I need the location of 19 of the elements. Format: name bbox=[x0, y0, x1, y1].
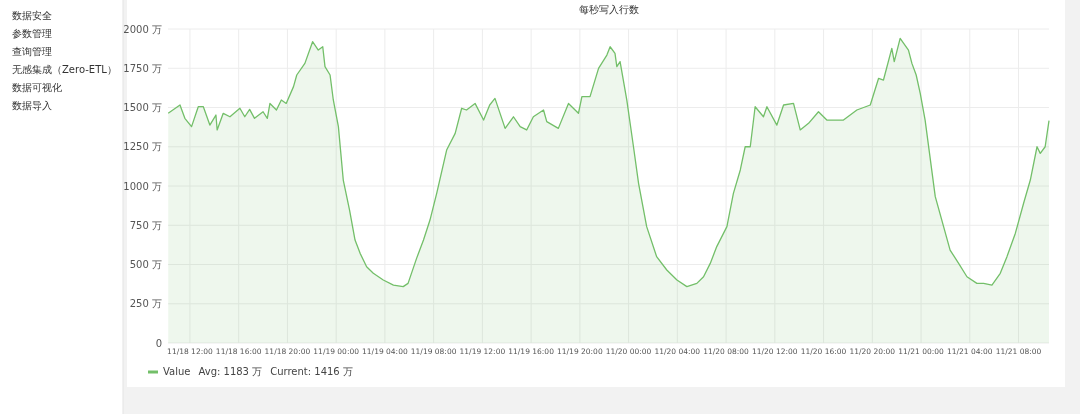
legend-label: Value bbox=[163, 366, 191, 377]
text: 数据可视化 bbox=[12, 82, 62, 93]
chart-title: 每秒写入行数 bbox=[578, 4, 639, 15]
y-tick-label: 2000 万 bbox=[123, 23, 162, 35]
y-tick-label: 250 万 bbox=[129, 298, 162, 310]
y-tick-label: 1000 万 bbox=[123, 180, 162, 192]
text: Avg: 1183 万 bbox=[198, 366, 263, 377]
text: 数据安全 bbox=[12, 10, 52, 21]
y-tick-label: 0 bbox=[155, 337, 162, 349]
y-tick-label: 1750 万 bbox=[123, 62, 162, 74]
y-tick-label: 1500 万 bbox=[123, 102, 162, 113]
y-tick-label: 500 万 bbox=[129, 259, 162, 270]
y-tick-label: 750 万 bbox=[129, 219, 162, 231]
text: 数据导入 bbox=[12, 100, 52, 111]
text: 无感集成（Zero-ETL） bbox=[12, 64, 117, 75]
y-tick-label: 1250 万 bbox=[123, 141, 162, 153]
text: 查询管理 bbox=[12, 46, 52, 57]
text: Current: 1416 万 bbox=[270, 366, 353, 377]
text: 参数管理 bbox=[12, 28, 52, 39]
